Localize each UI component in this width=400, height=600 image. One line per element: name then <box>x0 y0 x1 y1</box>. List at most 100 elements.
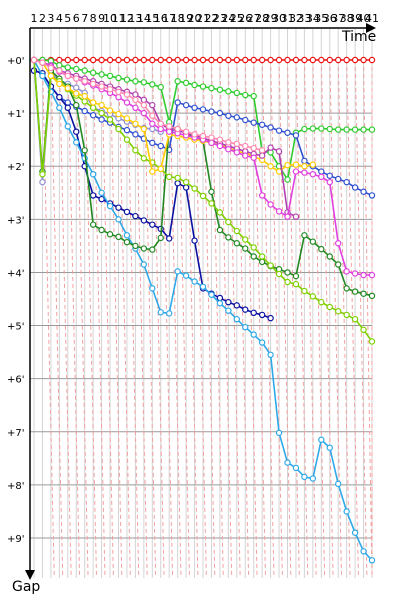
y-tick-label: +3' <box>7 215 25 226</box>
data-point <box>191 131 198 138</box>
x-tick-label: 34 <box>306 12 320 25</box>
x-tick-label: 2 <box>39 12 46 25</box>
data-point <box>56 56 63 64</box>
data-point <box>351 529 359 536</box>
retirement-guide <box>210 59 224 579</box>
data-point <box>335 240 342 247</box>
data-point <box>165 310 173 317</box>
x-tick-label: 5 <box>64 12 71 25</box>
data-point <box>140 155 148 162</box>
data-point <box>140 245 148 252</box>
data-point <box>106 56 114 64</box>
data-point <box>64 104 72 112</box>
data-point <box>123 99 131 106</box>
x-tick-label: 24 <box>221 12 235 25</box>
data-point <box>208 134 215 141</box>
data-point <box>73 84 80 91</box>
data-point <box>132 212 139 220</box>
retirement-guide <box>312 59 326 579</box>
data-point <box>318 168 325 175</box>
x-tick-label: 26 <box>238 12 252 25</box>
data-point <box>98 226 105 234</box>
retirement-guides <box>41 59 373 579</box>
x-tick-label: 8 <box>90 12 97 25</box>
data-point <box>64 72 72 80</box>
data-point <box>216 142 224 150</box>
retirement-guide <box>337 59 351 579</box>
data-point <box>191 81 198 89</box>
data-point <box>132 120 139 127</box>
data-point <box>199 106 207 113</box>
x-tick-label: 12 <box>120 12 134 25</box>
data-point <box>208 56 215 64</box>
data-point <box>233 89 240 97</box>
data-point <box>208 108 215 115</box>
data-point <box>258 152 266 159</box>
data-point <box>174 174 181 182</box>
data-point <box>81 107 88 115</box>
retirement-guide <box>58 59 72 579</box>
data-point <box>292 280 300 288</box>
data-point <box>98 56 105 64</box>
data-point <box>250 154 257 161</box>
data-point <box>89 80 97 88</box>
data-point <box>233 227 240 235</box>
data-point <box>208 200 215 207</box>
data-point <box>326 56 333 64</box>
data-point <box>115 216 122 223</box>
x-tick-label: 18 <box>171 12 185 25</box>
data-point <box>301 287 308 295</box>
data-point <box>56 80 63 88</box>
data-point <box>292 213 300 220</box>
data-point <box>132 91 139 98</box>
y-tick-label: +0' <box>7 56 25 67</box>
data-point <box>98 101 105 109</box>
data-point <box>242 245 249 252</box>
data-point <box>242 152 249 159</box>
data-point <box>64 84 72 92</box>
x-tick-label: 6 <box>73 12 80 25</box>
y-tick-label: +2' <box>7 162 25 173</box>
data-point <box>182 272 190 279</box>
retirement-guide <box>295 59 309 579</box>
data-point <box>39 170 46 178</box>
data-point <box>216 109 224 117</box>
x-tick-label: 15 <box>145 12 159 25</box>
data-point <box>258 56 266 64</box>
data-point <box>182 56 190 64</box>
data-point <box>301 157 308 165</box>
data-point <box>368 126 376 133</box>
data-point <box>149 56 156 64</box>
series-line <box>33 59 263 152</box>
data-point <box>39 59 46 66</box>
tick-labels: 1 2 3 4 5 6 7 8 91011121314151617181920212223242… <box>7 12 379 545</box>
data-point <box>199 56 207 64</box>
data-point <box>360 326 367 334</box>
data-point <box>149 101 156 109</box>
data-point <box>242 236 249 243</box>
data-point <box>225 139 232 146</box>
data-point <box>157 125 164 133</box>
retirement-guide <box>185 59 199 579</box>
data-point <box>47 64 55 72</box>
x-tick-label: 27 <box>247 12 261 25</box>
data-point <box>309 293 317 300</box>
x-tick-label: 14 <box>137 12 151 25</box>
y-tick-label: +1' <box>7 109 25 120</box>
x-tick-label: 17 <box>162 12 176 25</box>
data-point <box>267 144 274 151</box>
y-axis-arrow <box>25 570 35 580</box>
data-point <box>250 119 257 126</box>
x-tick-label: 10 <box>103 12 117 25</box>
data-point <box>81 78 88 85</box>
data-point <box>242 116 249 124</box>
retirement-guide <box>143 59 157 579</box>
data-point <box>81 98 88 105</box>
data-point <box>149 139 156 147</box>
data-point <box>360 548 367 555</box>
data-point <box>149 246 156 253</box>
x-tick-label: 11 <box>112 12 126 25</box>
data-point <box>301 125 308 133</box>
data-point <box>326 172 333 179</box>
data-point <box>368 56 376 64</box>
